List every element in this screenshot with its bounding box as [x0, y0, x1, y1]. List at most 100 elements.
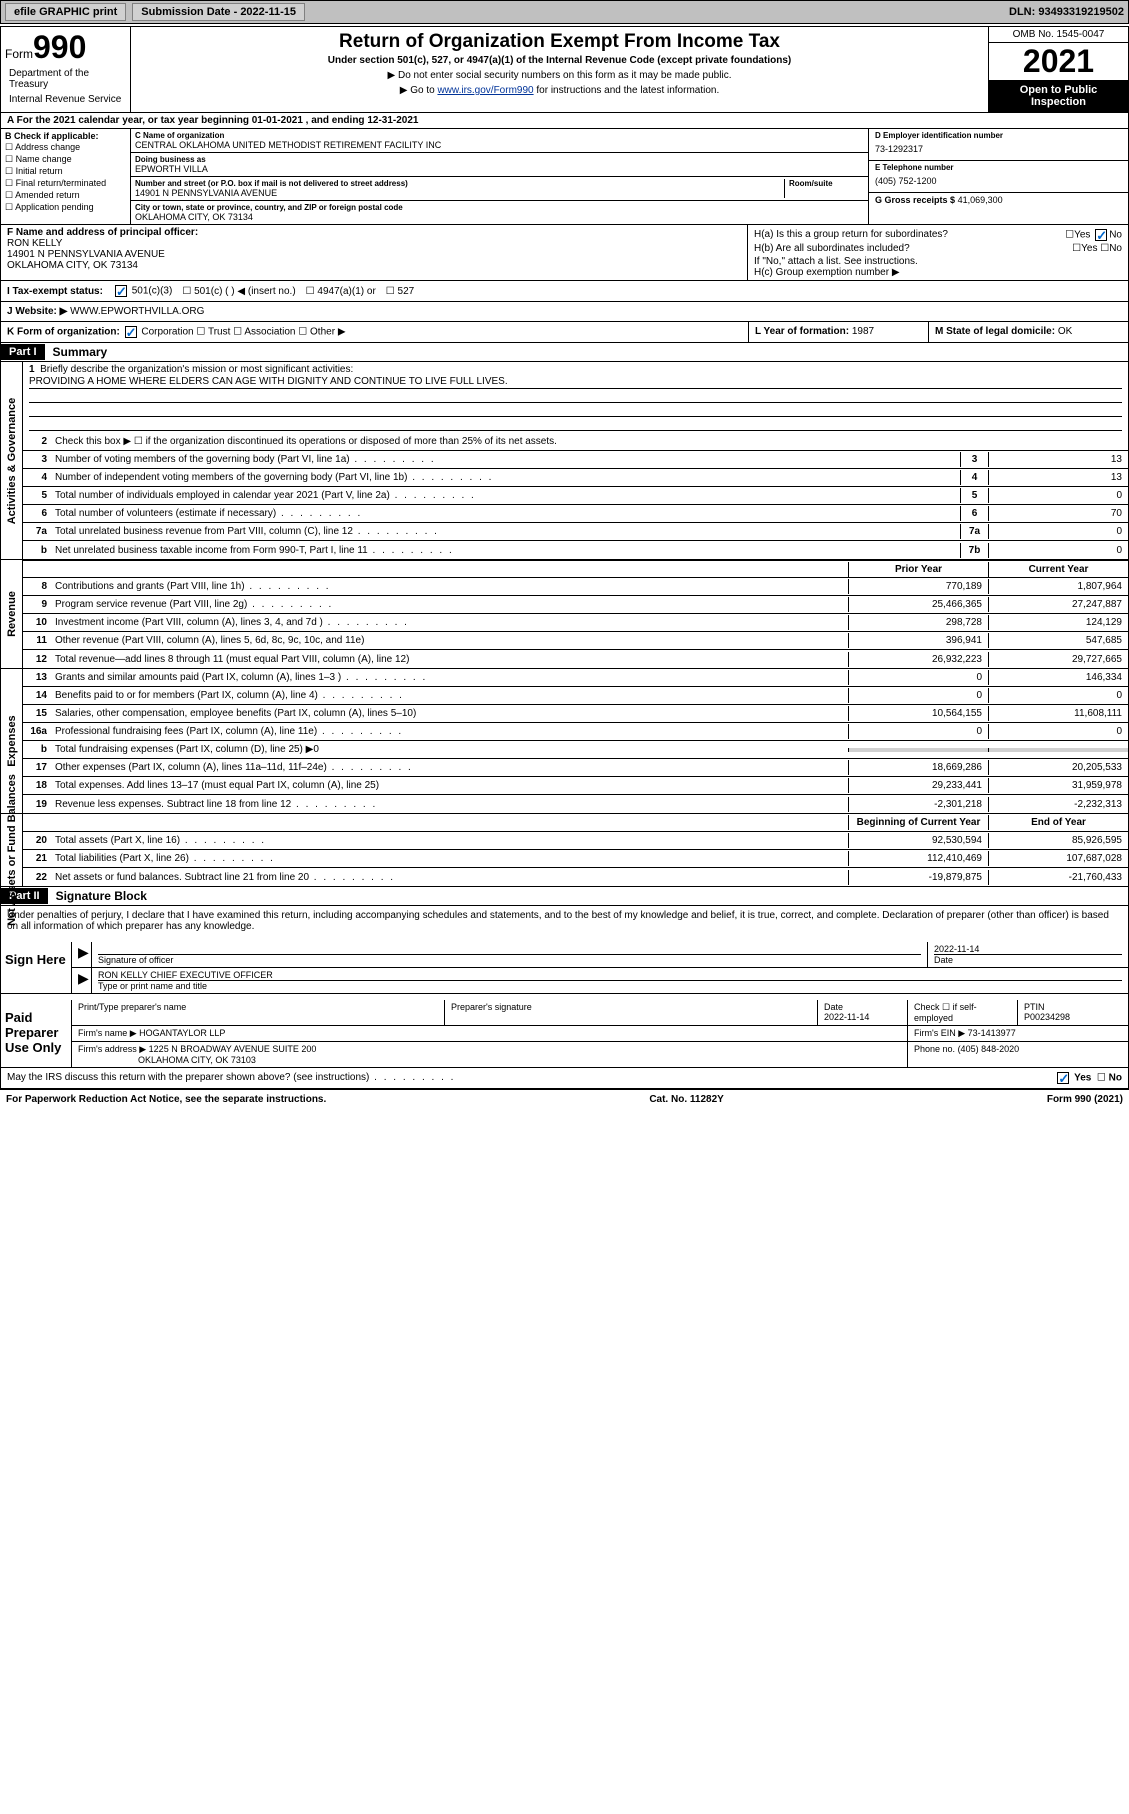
form-footer: For Paperwork Reduction Act Notice, see … [0, 1090, 1129, 1109]
topbar: efile GRAPHIC print Submission Date - 20… [0, 0, 1129, 24]
officer-printed-name: RON KELLY CHIEF EXECUTIVE OFFICER [98, 970, 273, 980]
tel-value: (405) 752-1200 [875, 172, 1122, 190]
end-year-hdr: End of Year [988, 815, 1128, 830]
chk-amended[interactable]: ☐ Amended return [5, 190, 126, 201]
net-assets-section: Net Assets or Fund Balances Beginning of… [1, 814, 1128, 887]
gross-value: 41,069,300 [958, 195, 1003, 205]
ptin-value: P00234298 [1024, 1012, 1070, 1022]
f-label: F Name and address of principal officer: [7, 227, 198, 238]
org-name: CENTRAL OKLAHOMA UNITED METHODIST RETIRE… [135, 140, 864, 150]
efile-print-button[interactable]: efile GRAPHIC print [5, 3, 126, 21]
paid-preparer-block: Paid Preparer Use Only Print/Type prepar… [1, 1000, 1128, 1068]
prep-name-label: Print/Type preparer's name [72, 1000, 445, 1025]
l-label: L Year of formation: [755, 326, 849, 337]
street-address: 14901 N PENNSYLVANIA AVENUE [135, 188, 784, 198]
website-value: WWW.EPWORTHVILLA.ORG [70, 306, 204, 317]
may-discuss-row: May the IRS discuss this return with the… [1, 1068, 1128, 1089]
part1-badge: Part I [1, 344, 45, 360]
chk-initial-return[interactable]: ☐ Initial return [5, 166, 126, 177]
declaration: Under penalties of perjury, I declare th… [1, 906, 1128, 936]
city-label: City or town, state or province, country… [135, 203, 864, 212]
gov-label: Activities & Governance [6, 397, 18, 524]
section-c: C Name of organization CENTRAL OKLAHOMA … [131, 129, 868, 224]
hc-label: H(c) Group exemption number ▶ [754, 267, 1122, 278]
hb-label: H(b) Are all subordinates included? [754, 243, 910, 254]
net-label: Net Assets or Fund Balances [6, 774, 18, 926]
room-label: Room/suite [789, 179, 864, 188]
section-bcd: B Check if applicable: ☐ Address change … [1, 129, 1128, 225]
mission-text: PROVIDING A HOME WHERE ELDERS CAN AGE WI… [29, 375, 1122, 389]
i-label: I Tax-exempt status: [7, 286, 103, 297]
part1-title: Summary [45, 343, 116, 361]
expenses-section: Expenses 13Grants and similar amounts pa… [1, 669, 1128, 814]
tel-label: E Telephone number [875, 163, 1122, 172]
j-label: J Website: ▶ [7, 306, 67, 317]
line3-desc: Number of voting members of the governin… [51, 452, 960, 467]
chk-application-pending[interactable]: ☐ Application pending [5, 202, 126, 213]
addr-label: Number and street (or P.O. box if mail i… [135, 179, 784, 188]
goto-note: ▶ Go to www.irs.gov/Form990 for instruct… [135, 85, 984, 96]
gross-label: G Gross receipts $ [875, 195, 955, 205]
form-title: Return of Organization Exempt From Incom… [135, 31, 984, 53]
form-label: Form [5, 47, 33, 61]
k-label: K Form of organization: [7, 327, 120, 338]
officer-addr1: 14901 N PENNSYLVANIA AVENUE [7, 249, 165, 260]
part2-title: Signature Block [48, 887, 155, 905]
row-a-tax-year: A For the 2021 calendar year, or tax yea… [1, 113, 1128, 129]
m-label: M State of legal domicile: [935, 326, 1055, 337]
submission-date-button[interactable]: Submission Date - 2022-11-15 [132, 3, 305, 21]
firm-addr2: OKLAHOMA CITY, OK 73103 [138, 1055, 256, 1065]
mission-label: Briefly describe the organization's miss… [40, 364, 353, 375]
dln-label: DLN: 93493319219502 [1009, 6, 1124, 18]
sign-here-label: Sign Here [1, 942, 71, 993]
firm-addr1: 1225 N BROADWAY AVENUE SUITE 200 [149, 1044, 317, 1054]
irs-label: Internal Revenue Service [5, 92, 126, 107]
year-formation: 1987 [852, 326, 874, 337]
sig-date: 2022-11-14 [934, 944, 979, 954]
self-employed-check[interactable]: Check ☐ if self-employed [908, 1000, 1018, 1025]
form-number: 990 [33, 29, 86, 65]
officer-addr2: OKLAHOMA CITY, OK 73134 [7, 260, 138, 271]
row-j: J Website: ▶ WWW.EPWORTHVILLA.ORG [1, 302, 1128, 322]
firm-name: HOGANTAYLOR LLP [139, 1028, 225, 1038]
form-header: Form990 Department of the Treasury Inter… [1, 27, 1128, 113]
discuss-yes-checkbox[interactable] [1057, 1072, 1069, 1084]
rev-label: Revenue [6, 591, 18, 637]
form-subtitle: Under section 501(c), 527, or 4947(a)(1)… [135, 55, 984, 66]
part2-header: Part II Signature Block [1, 887, 1128, 906]
ein-label: D Employer identification number [875, 131, 1122, 140]
tax-year: 2021 [989, 43, 1128, 80]
firm-phone: (405) 848-2020 [958, 1044, 1020, 1054]
chk-final-return[interactable]: ☐ Final return/terminated [5, 178, 126, 189]
state-domicile: OK [1058, 326, 1072, 337]
open-public-badge: Open to Public Inspection [989, 80, 1128, 112]
dept-treasury: Department of the Treasury [5, 66, 126, 92]
section-h: H(a) Is this a group return for subordin… [748, 225, 1128, 280]
line2: Check this box ▶ ☐ if the organization d… [51, 434, 1128, 449]
row-k: K Form of organization: Corporation ☐ Tr… [1, 322, 1128, 343]
prep-sig-label: Preparer's signature [445, 1000, 818, 1025]
irs-link[interactable]: www.irs.gov/Form990 [437, 85, 533, 96]
line3-val: 13 [988, 452, 1128, 467]
ha-no-checkbox[interactable] [1095, 229, 1107, 241]
omb-number: OMB No. 1545-0047 [989, 27, 1128, 43]
chk-address-change[interactable]: ☐ Address change [5, 142, 126, 153]
section-b: B Check if applicable: ☐ Address change … [1, 129, 131, 224]
section-d: D Employer identification number 73-1292… [868, 129, 1128, 224]
part1-header: Part I Summary [1, 343, 1128, 362]
officer-name: RON KELLY [7, 238, 62, 249]
may-discuss-label: May the IRS discuss this return with the… [7, 1072, 455, 1084]
cat-number: Cat. No. 11282Y [649, 1094, 723, 1105]
chk-corporation[interactable] [125, 326, 137, 338]
city-state-zip: OKLAHOMA CITY, OK 73134 [135, 212, 864, 222]
row-i: I Tax-exempt status: 501(c)(3) ☐ 501(c) … [1, 281, 1128, 302]
chk-name-change[interactable]: ☐ Name change [5, 154, 126, 165]
sig-officer-label: Signature of officer [98, 954, 921, 965]
form-ref: Form 990 (2021) [1047, 1094, 1123, 1105]
sign-here-block: Sign Here ▶ Signature of officer 2022-11… [1, 942, 1128, 994]
chk-501c3[interactable] [115, 285, 127, 297]
ssn-note: ▶ Do not enter social security numbers o… [135, 70, 984, 81]
b-label: B Check if applicable: [5, 131, 99, 141]
prior-year-hdr: Prior Year [848, 562, 988, 577]
paid-preparer-label: Paid Preparer Use Only [1, 1000, 71, 1067]
